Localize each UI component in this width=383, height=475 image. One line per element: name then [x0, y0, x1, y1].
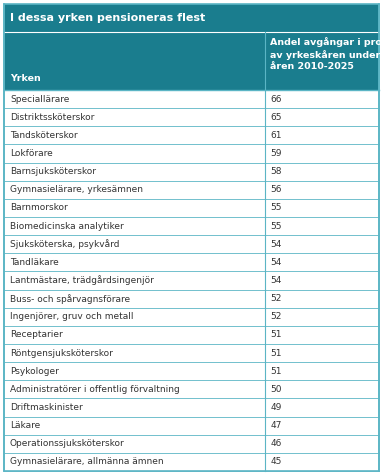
Text: Ingenjörer, gruv och metall: Ingenjörer, gruv och metall	[10, 312, 134, 321]
Bar	[4, 271, 379, 290]
Text: 47: 47	[271, 421, 282, 430]
Text: Tandsköterskor: Tandsköterskor	[10, 131, 78, 140]
Text: 52: 52	[271, 312, 282, 321]
Text: Distriktssköterskor: Distriktssköterskor	[10, 113, 94, 122]
Text: Gymnasielärare, yrkesämnen: Gymnasielärare, yrkesämnen	[10, 185, 143, 194]
Text: 54: 54	[271, 276, 282, 285]
Text: 56: 56	[271, 185, 282, 194]
Text: 51: 51	[271, 367, 282, 376]
Bar	[4, 144, 379, 162]
Text: Tandläkare: Tandläkare	[10, 258, 59, 267]
Text: Operationssjuksköterskor: Operationssjuksköterskor	[10, 439, 125, 448]
Bar	[4, 362, 379, 380]
Bar	[4, 453, 379, 471]
Text: 54: 54	[271, 240, 282, 249]
Bar	[4, 162, 379, 180]
Text: 61: 61	[271, 131, 282, 140]
Bar	[4, 308, 379, 326]
Text: 52: 52	[271, 294, 282, 303]
Text: Läkare: Läkare	[10, 421, 40, 430]
Bar	[4, 399, 379, 417]
Text: Lokförare: Lokförare	[10, 149, 53, 158]
Text: 59: 59	[271, 149, 282, 158]
Text: 66: 66	[271, 95, 282, 104]
Bar	[4, 344, 379, 362]
Bar	[4, 126, 379, 144]
Bar	[4, 90, 379, 108]
Bar	[4, 32, 265, 90]
Text: Lantmästare, trädgårdsingenjör: Lantmästare, trädgårdsingenjör	[10, 276, 154, 285]
Text: Biomedicinska analytiker: Biomedicinska analytiker	[10, 221, 124, 230]
Text: I dessa yrken pensioneras flest: I dessa yrken pensioneras flest	[10, 13, 205, 23]
Bar	[265, 32, 379, 90]
Bar	[4, 435, 379, 453]
Text: Andel avgångar i procent
av yrkeskåren under
åren 2010-2025: Andel avgångar i procent av yrkeskåren u…	[270, 37, 383, 71]
Text: 55: 55	[271, 221, 282, 230]
Text: 54: 54	[271, 258, 282, 267]
Text: Sjuksköterska, psykvård: Sjuksköterska, psykvård	[10, 239, 119, 249]
Text: Buss- och spårvagnsförare: Buss- och spårvagnsförare	[10, 294, 130, 304]
Text: Administratörer i offentlig förvaltning: Administratörer i offentlig förvaltning	[10, 385, 180, 394]
Bar	[4, 290, 379, 308]
Bar	[4, 417, 379, 435]
Text: Gymnasielärare, allmänna ämnen: Gymnasielärare, allmänna ämnen	[10, 457, 164, 466]
Bar	[4, 253, 379, 271]
Text: Speciallärare: Speciallärare	[10, 95, 69, 104]
Text: 46: 46	[271, 439, 282, 448]
Text: 58: 58	[271, 167, 282, 176]
Text: Psykologer: Psykologer	[10, 367, 59, 376]
Text: 65: 65	[271, 113, 282, 122]
Text: Barnmorskor: Barnmorskor	[10, 203, 68, 212]
Text: 55: 55	[271, 203, 282, 212]
Text: 51: 51	[271, 349, 282, 358]
Text: 49: 49	[271, 403, 282, 412]
Text: Receptarier: Receptarier	[10, 331, 63, 340]
Text: 45: 45	[271, 457, 282, 466]
Text: Driftmaskinister: Driftmaskinister	[10, 403, 83, 412]
Text: Yrken: Yrken	[10, 74, 41, 83]
Bar	[4, 326, 379, 344]
Bar	[4, 108, 379, 126]
Bar	[4, 199, 379, 217]
Bar	[4, 180, 379, 199]
Text: 51: 51	[271, 331, 282, 340]
Text: 50: 50	[271, 385, 282, 394]
Bar	[4, 235, 379, 253]
Text: Barnsjuksköterskor: Barnsjuksköterskor	[10, 167, 96, 176]
Bar	[4, 217, 379, 235]
Bar	[4, 4, 379, 32]
Text: Röntgensjuksköterskor: Röntgensjuksköterskor	[10, 349, 113, 358]
Bar	[4, 380, 379, 399]
